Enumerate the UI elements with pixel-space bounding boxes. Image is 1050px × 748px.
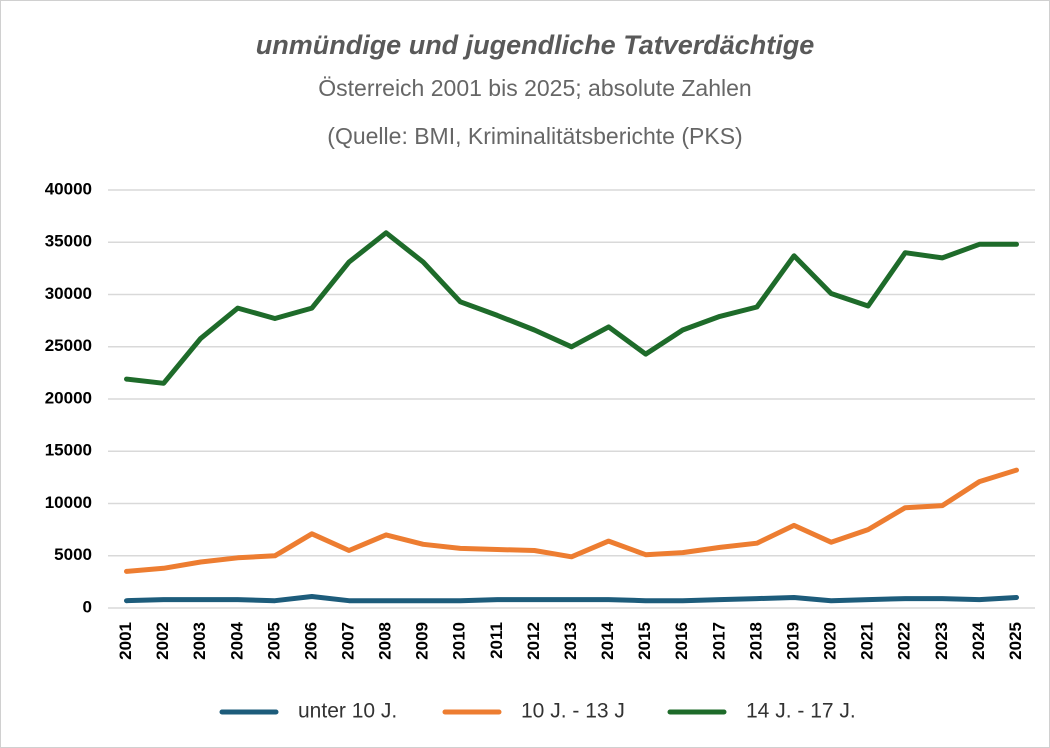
series-line — [124, 594, 1019, 604]
y-tick-label: 20000 — [45, 388, 92, 407]
x-tick-label: 2011 — [487, 622, 506, 659]
y-tick-label: 10000 — [45, 493, 92, 512]
x-tick-label: 2014 — [598, 621, 617, 659]
x-tick-label: 2008 — [376, 622, 395, 660]
x-tick-label: 2021 — [858, 622, 877, 660]
x-tick-label: 2010 — [450, 622, 469, 660]
y-tick-label: 5000 — [54, 545, 92, 564]
y-tick-label: 40000 — [45, 179, 92, 198]
x-tick-label: 2024 — [969, 621, 988, 659]
y-tick-label: 30000 — [45, 284, 92, 303]
x-tick-label: 2006 — [301, 622, 320, 660]
x-tick-label: 2019 — [783, 622, 802, 660]
x-tick-label: 2018 — [746, 622, 765, 660]
x-tick-label: 2016 — [672, 622, 691, 660]
x-tick-label: 2013 — [561, 622, 580, 660]
series-line — [124, 467, 1019, 574]
y-tick-label: 15000 — [45, 441, 92, 460]
x-tick-label: 2025 — [1006, 622, 1025, 660]
x-tick-label: 2009 — [413, 622, 432, 660]
x-tick-label: 2007 — [339, 622, 358, 660]
legend-label: unter 10 J. — [298, 700, 397, 723]
x-tick-label: 2003 — [190, 622, 209, 660]
x-tick-label: 2005 — [264, 622, 283, 660]
chart-subtitle: Österreich 2001 bis 2025; absolute Zahle… — [318, 75, 751, 101]
y-tick-label: 35000 — [45, 232, 92, 251]
chart-title: unmündige und jugendliche Tatverdächtige — [256, 30, 815, 60]
chart-source: (Quelle: BMI, Kriminalitätsberichte (PKS… — [327, 123, 742, 149]
y-tick-label: 25000 — [45, 336, 92, 355]
x-tick-label: 2017 — [709, 622, 728, 660]
x-tick-label: 2022 — [895, 622, 914, 660]
x-tick-label: 2004 — [227, 621, 246, 659]
x-tick-label: 2012 — [524, 622, 543, 660]
y-tick-label: 0 — [83, 597, 92, 616]
series-line — [124, 230, 1019, 386]
legend-label: 10 J. - 13 J — [521, 700, 625, 723]
x-tick-label: 2002 — [153, 622, 172, 660]
x-tick-label: 2001 — [116, 622, 135, 660]
x-tick-label: 2015 — [635, 622, 654, 660]
x-tick-label: 2023 — [932, 622, 951, 660]
legend-label: 14 J. - 17 J. — [746, 700, 856, 723]
x-tick-label: 2020 — [821, 622, 840, 660]
